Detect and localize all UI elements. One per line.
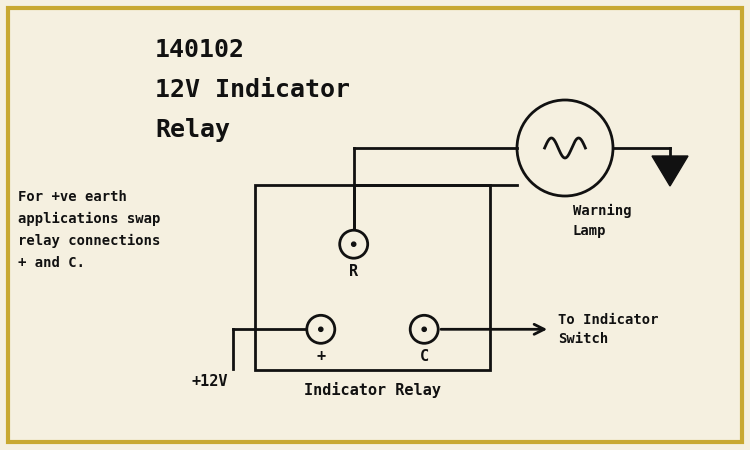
Text: 12V Indicator: 12V Indicator (155, 78, 350, 102)
Circle shape (319, 327, 323, 331)
Text: 140102: 140102 (155, 38, 245, 62)
Bar (255, 185, 490, 370)
Text: To Indicator
Switch: To Indicator Switch (558, 313, 658, 346)
Polygon shape (652, 156, 688, 186)
Text: Indicator Relay: Indicator Relay (304, 382, 441, 398)
Text: For +ve earth
applications swap
relay connections
+ and C.: For +ve earth applications swap relay co… (18, 190, 160, 270)
Circle shape (340, 230, 368, 258)
Circle shape (517, 100, 613, 196)
Text: R: R (350, 264, 358, 279)
Text: +: + (316, 349, 326, 364)
Text: Warning
Lamp: Warning Lamp (573, 204, 632, 238)
Circle shape (410, 315, 438, 343)
Circle shape (422, 327, 426, 331)
Text: +12V: +12V (191, 374, 228, 389)
Text: Relay: Relay (155, 118, 230, 142)
Text: C: C (420, 349, 429, 364)
Circle shape (307, 315, 334, 343)
Circle shape (352, 242, 356, 246)
